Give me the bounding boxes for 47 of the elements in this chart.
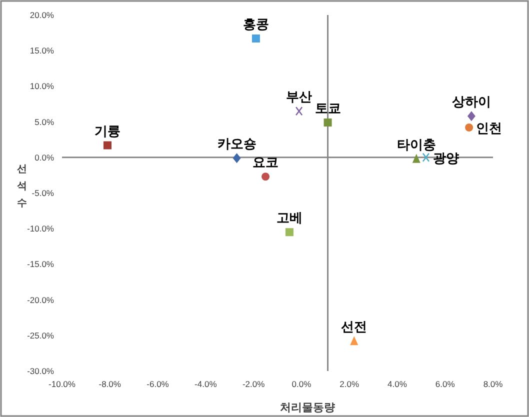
- point: [295, 106, 303, 116]
- point: [350, 336, 358, 346]
- y-tick-label: -10.0%: [27, 224, 54, 234]
- point: [252, 34, 260, 42]
- x-tick-label: 0.0%: [292, 379, 312, 389]
- series-label: 인천: [476, 120, 502, 136]
- series-label: 광양: [432, 150, 459, 166]
- series-label: 선전: [341, 319, 368, 334]
- point: [103, 141, 112, 150]
- point: [285, 228, 294, 236]
- x-tick-label: -2.0%: [242, 379, 266, 389]
- point: [324, 118, 332, 127]
- point: [422, 152, 430, 162]
- y-axis-title: 선석수: [17, 164, 27, 209]
- x-tick-label: -4.0%: [194, 379, 218, 389]
- series-label: 상하이: [452, 94, 491, 110]
- x-tick-label: -6.0%: [146, 379, 170, 389]
- y-tick-label: 0.0%: [34, 152, 54, 162]
- point: [232, 153, 241, 164]
- y-tick-label: -20.0%: [27, 294, 54, 305]
- series-label: 토쿄: [314, 100, 341, 116]
- point: [467, 111, 476, 122]
- x-tick-label: -10.0%: [48, 379, 76, 389]
- point: [262, 172, 270, 181]
- y-tick-label: -15.0%: [27, 259, 54, 270]
- x-tick-label: -8.0%: [98, 379, 122, 389]
- series-label: 홍콩: [242, 16, 269, 32]
- point: [465, 123, 474, 132]
- series-label: 요코: [252, 154, 279, 170]
- series-label: 기륭: [94, 123, 120, 138]
- y-tick-label: 10.0%: [30, 81, 54, 92]
- point: [412, 154, 420, 163]
- x-tick-label: 2.0%: [340, 379, 360, 389]
- y-tick-label: -30.0%: [27, 366, 54, 376]
- y-tick-label: 20.0%: [30, 10, 54, 20]
- y-tick-label: -25.0%: [27, 330, 54, 340]
- x-axis-title: 처리물동량: [280, 402, 335, 414]
- y-tick-label: -5.0%: [32, 188, 54, 198]
- x-tick-label: 8.0%: [483, 379, 504, 389]
- series-label: 카오숑: [217, 136, 256, 152]
- series-label: 부산: [286, 89, 312, 104]
- series-label: 타이충: [396, 136, 436, 152]
- x-tick-label: 6.0%: [435, 379, 456, 389]
- y-tick-label: 5.0%: [34, 116, 54, 127]
- y-tick-label: 15.0%: [30, 46, 54, 56]
- series-label: 고베: [276, 210, 302, 226]
- x-tick-label: 4.0%: [388, 379, 408, 389]
